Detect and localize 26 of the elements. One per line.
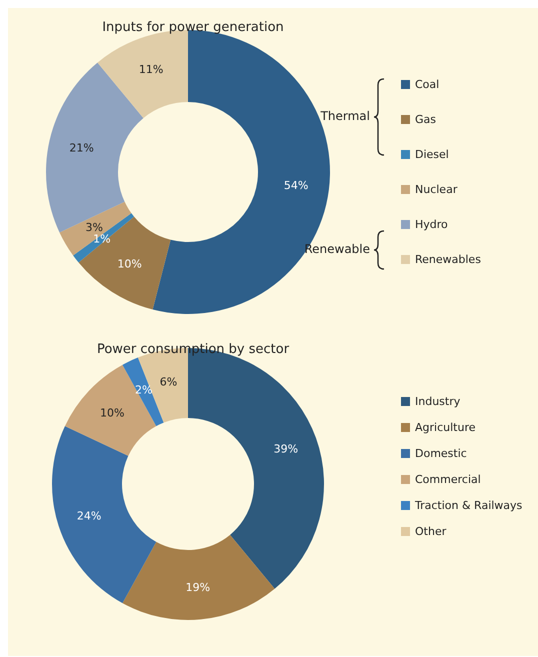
data-label: 10% — [117, 258, 142, 271]
legend-label: Other — [415, 525, 447, 538]
legend-label: Traction & Railways — [414, 499, 523, 512]
data-label: 3% — [85, 220, 103, 234]
data-label: 21% — [69, 142, 94, 155]
legend-label: Gas — [415, 113, 436, 126]
data-label: 6% — [160, 375, 178, 388]
legend-label: Industry — [415, 395, 461, 408]
data-label: 19% — [186, 581, 210, 594]
chart-title: Inputs for power generation — [102, 20, 284, 35]
data-label: 11% — [138, 62, 164, 76]
legend-label: Diesel — [415, 148, 449, 161]
data-label: 24% — [76, 510, 102, 523]
chart-title: Power consumption by sector — [96, 342, 290, 357]
legend-label: Hydro — [415, 218, 448, 231]
legend-label: Commercial — [415, 473, 481, 486]
text: Thermal — [320, 109, 370, 123]
data-label: 54% — [284, 179, 308, 192]
text: Renewable — [304, 242, 370, 256]
legend-label: Renewables — [415, 253, 482, 266]
legend-label: Nuclear — [415, 183, 458, 196]
legend-label: Domestic — [415, 447, 467, 460]
legend-label: Coal — [415, 78, 440, 91]
legend-label: Agriculture — [415, 421, 476, 434]
data-label: 10% — [100, 406, 124, 420]
data-label: 39% — [274, 442, 298, 456]
